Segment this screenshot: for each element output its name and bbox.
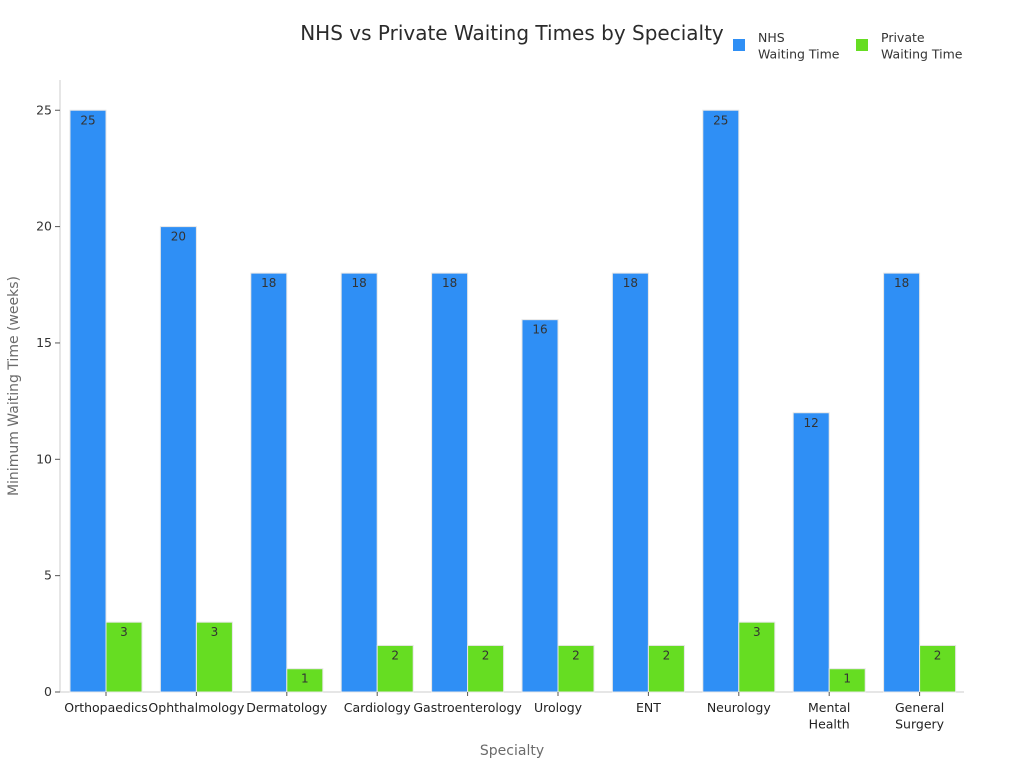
private-bar-value: 1 — [843, 672, 851, 686]
private-bar — [376, 644, 414, 693]
chart-title: NHS vs Private Waiting Times by Specialt… — [300, 21, 724, 45]
nhs-bar-value: 12 — [804, 416, 819, 430]
legend-label-nhs: NHS Waiting Time — [758, 30, 840, 61]
legend-swatch-private — [856, 39, 868, 51]
nhs-bar-value: 20 — [171, 230, 186, 244]
y-axis: 0 5 10 15 20 25 — [36, 80, 61, 699]
private-bar-value: 2 — [663, 648, 671, 662]
legend-swatch-nhs — [733, 39, 745, 51]
private-bar — [467, 644, 505, 693]
private-bar — [647, 644, 685, 693]
private-bar — [919, 644, 957, 693]
private-bar — [286, 668, 324, 693]
category-label: ENT — [636, 700, 661, 715]
nhs-bar-value: 18 — [352, 276, 367, 290]
private-bar — [195, 621, 233, 693]
nhs-bar-value: 16 — [532, 323, 547, 337]
category-labels: Orthopaedics Ophthalmology Dermatology Card… — [64, 692, 945, 731]
private-bar — [105, 621, 143, 693]
nhs-bar — [159, 226, 197, 693]
category-label: Cardiology — [344, 700, 411, 715]
legend-label-private: Private Waiting Time — [881, 30, 963, 61]
nhs-bar — [792, 412, 830, 693]
nhs-bar — [250, 272, 288, 693]
y-tick-label: 20 — [36, 219, 52, 234]
category-label: Mental Health — [808, 700, 850, 731]
nhs-bar-value: 25 — [713, 113, 728, 127]
category-label: Neurology — [707, 700, 772, 715]
bar-value-labels: 25 3 20 3 18 1 18 2 18 2 16 2 18 2 25 3 12 1 18 2 — [80, 113, 941, 685]
nhs-bar — [702, 109, 740, 693]
nhs-bar-value: 18 — [261, 276, 276, 290]
private-bar-value: 3 — [211, 625, 219, 639]
private-bar-value: 2 — [391, 648, 399, 662]
nhs-bar — [69, 109, 107, 693]
category-label: Ophthalmology — [148, 700, 245, 715]
category-label: Orthopaedics — [64, 700, 148, 715]
x-axis-label: Specialty — [480, 743, 544, 759]
private-bar-value: 3 — [120, 625, 128, 639]
category-label: Dermatology — [246, 700, 328, 715]
nhs-bar — [431, 272, 469, 693]
private-bar — [738, 621, 776, 693]
private-bar — [557, 644, 595, 693]
private-bar-value: 1 — [301, 672, 309, 686]
legend: NHS Waiting Time Private Waiting Time — [733, 30, 963, 61]
nhs-bar-value: 18 — [623, 276, 638, 290]
nhs-bar — [340, 272, 378, 693]
private-bar-value: 2 — [572, 648, 580, 662]
private-bar-value: 2 — [934, 648, 942, 662]
category-label: General Surgery — [895, 700, 945, 731]
nhs-bar-value: 18 — [442, 276, 457, 290]
nhs-bar-value: 25 — [80, 113, 95, 127]
private-bar-value: 2 — [482, 648, 490, 662]
y-tick-label: 25 — [36, 102, 52, 117]
y-tick-label: 10 — [36, 451, 52, 466]
y-tick-label: 5 — [44, 568, 52, 583]
private-bar — [828, 668, 866, 693]
nhs-bar — [883, 272, 921, 693]
bars — [69, 109, 957, 693]
category-label: Gastroenterology — [413, 700, 522, 715]
category-label: Urology — [534, 700, 583, 715]
y-axis-label: Minimum Waiting Time (weeks) — [6, 276, 22, 496]
nhs-bar — [611, 272, 649, 693]
nhs-bar-value: 18 — [894, 276, 909, 290]
private-bar-value: 3 — [753, 625, 761, 639]
nhs-bar — [521, 319, 559, 693]
y-tick-label: 15 — [36, 335, 52, 350]
y-tick-label: 0 — [44, 684, 52, 699]
